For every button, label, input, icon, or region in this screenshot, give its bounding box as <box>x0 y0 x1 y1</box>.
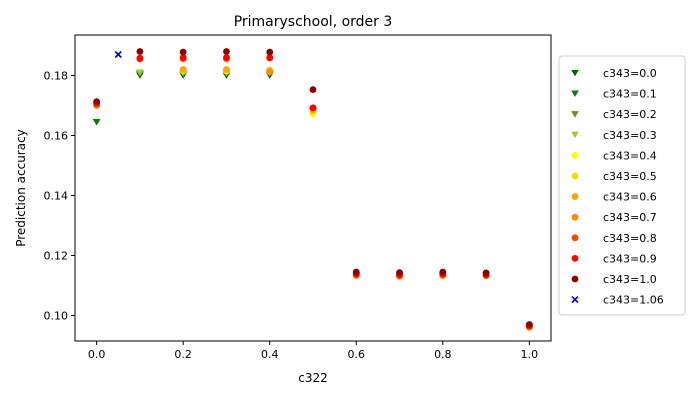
legend-label: c343=0.6 <box>603 191 657 204</box>
x-tick-label: 0.0 <box>88 348 106 361</box>
legend-label: c343=0.0 <box>603 67 657 80</box>
x-tick-label: 0.8 <box>434 348 452 361</box>
legend-label: c343=0.5 <box>603 170 657 183</box>
x-tick-label: 0.6 <box>348 348 366 361</box>
legend-box <box>558 55 686 316</box>
x-tick-label: 0.2 <box>174 348 192 361</box>
legend-label: c343=1.0 <box>603 273 657 286</box>
chart-title: Primaryschool, order 3 <box>234 14 393 30</box>
legend-marker <box>571 90 579 98</box>
data-point <box>525 321 533 328</box>
y-tick-label: 0.10 <box>44 310 69 323</box>
legend-label: c343=0.4 <box>603 149 657 162</box>
legend-marker <box>571 213 579 221</box>
legend-marker <box>571 234 579 242</box>
legend: c343=0.0 c343=0.1 c343=0.2 c343=0.3 c343=0.4… <box>558 55 686 316</box>
y-tick-label: 0.14 <box>44 190 69 203</box>
legend-label: c343=0.9 <box>603 252 657 265</box>
legend-label: c343=0.8 <box>603 232 657 245</box>
data-point <box>114 50 122 59</box>
y-tick-label: 0.18 <box>44 70 69 83</box>
legend-marker <box>571 111 579 118</box>
legend-marker <box>571 172 579 180</box>
plot-frame <box>74 34 552 342</box>
data-point <box>179 48 187 56</box>
legend-label: c343=0.3 <box>603 129 657 142</box>
data-point <box>309 104 317 112</box>
legend-label: c343=1.06 <box>603 294 664 307</box>
data-point <box>93 98 101 105</box>
data-point <box>266 48 274 56</box>
data-point <box>266 68 274 76</box>
data-point <box>136 48 144 55</box>
y-axis-label: Prediction accuracy <box>14 129 28 247</box>
x-tick-label: 1.0 <box>521 348 539 361</box>
y-axis: 0.10 0.12 0.14 0.16 0.18 <box>44 70 75 323</box>
data-point <box>396 269 403 276</box>
data-point <box>223 66 230 73</box>
x-tick-label: 0.4 <box>261 348 279 361</box>
data-point <box>266 54 274 61</box>
y-tick-label: 0.16 <box>44 130 69 143</box>
x-axis: 0.0 0.2 0.4 0.6 0.8 1.0 <box>88 341 538 361</box>
legend-marker <box>571 255 579 262</box>
legend-marker <box>571 193 579 201</box>
y-tick-label: 0.12 <box>44 250 69 263</box>
legend-label: c343=0.1 <box>603 88 657 101</box>
legend-marker <box>571 275 579 283</box>
legend-marker <box>571 296 579 304</box>
data-point <box>482 269 490 277</box>
plot-marks <box>92 48 534 331</box>
data-point <box>223 48 230 55</box>
x-axis-label: c322 <box>298 371 328 385</box>
data-point <box>136 54 144 62</box>
legend-label: c343=0.7 <box>603 211 657 224</box>
legend-marker <box>571 69 579 77</box>
data-point <box>309 86 317 93</box>
legend-marker <box>571 131 579 139</box>
legend-marker <box>571 152 579 159</box>
data-point <box>223 54 230 61</box>
data-point <box>179 66 187 73</box>
data-point <box>92 118 101 126</box>
data-point <box>439 268 447 276</box>
legend-label: c343=0.2 <box>603 108 657 121</box>
data-point <box>179 54 187 61</box>
data-point <box>352 268 360 276</box>
data-point <box>136 69 144 76</box>
